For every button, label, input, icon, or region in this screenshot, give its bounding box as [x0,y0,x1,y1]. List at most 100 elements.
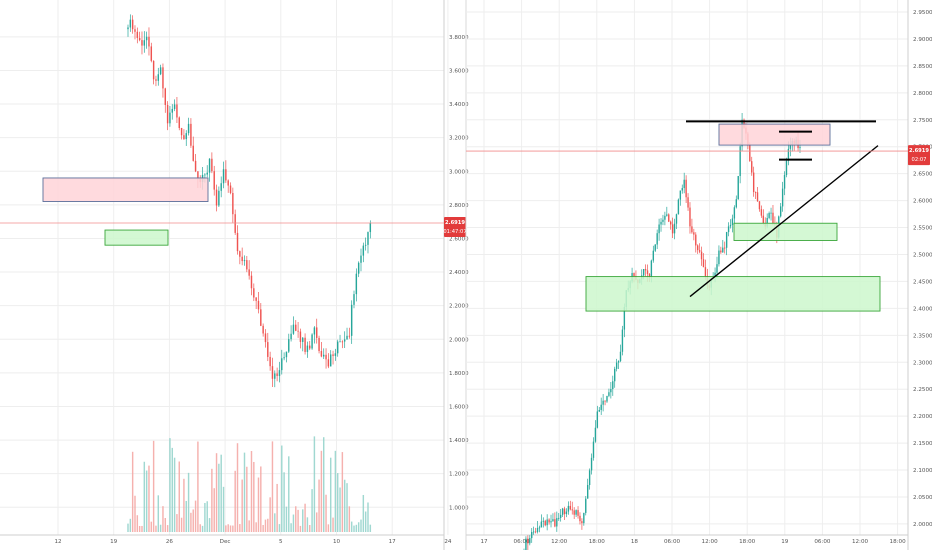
volume-bar [213,488,214,532]
candle-up [360,256,361,263]
candle-up [726,232,727,248]
candle-up [283,357,284,358]
volume-bar [162,506,163,532]
candle-down [755,192,756,193]
candle-down [176,104,177,117]
volume-bar [370,525,371,532]
candle-up [682,188,683,190]
resistance-zone [43,178,208,202]
candle-down [297,331,298,332]
candle-up [186,133,187,139]
volume-bar [216,453,217,532]
candle-up [541,522,542,528]
x-tick-label: Dec [220,539,231,545]
candle-up [595,428,596,442]
candle-down [772,213,773,224]
resistance-zone [719,124,830,145]
candle-up [529,538,530,543]
y-tick-label: 2.5500 [913,226,932,232]
candle-up [790,145,791,149]
volume-bar [307,517,308,532]
x-tick-label: 17 [480,539,488,545]
volume-bar [290,523,291,532]
candle-up [614,369,615,381]
candle-down [670,222,671,225]
volume-bar [272,441,273,532]
candle-down [241,257,242,261]
volume-bar [151,522,152,532]
candle-up [286,352,287,358]
x-tick-label: 12:00 [852,539,869,545]
candle-up [593,442,594,458]
volume-bar [190,513,191,532]
candle-down [577,510,578,516]
candle-down [325,355,326,360]
candle-down [258,301,259,309]
candle-up [127,27,128,29]
volume-bar [325,495,326,532]
y-tick-label: 2.4500 [913,279,932,285]
candle-up [218,191,219,206]
volume-bar [144,462,145,532]
candle-down [141,40,142,46]
candle-up [680,191,681,200]
candle-down [179,117,180,128]
candle-down [211,159,212,171]
candle-down [685,180,686,198]
candle-up [784,175,785,189]
candle-up [174,104,175,108]
last-price-value: 2.6919 [909,148,929,154]
candle-up [290,334,291,339]
candle-down [554,519,555,526]
candle-down [693,232,694,234]
candle-up [556,518,557,526]
y-tick-label: 2.6000 [913,199,932,205]
candle-up [323,355,324,357]
candle-up [643,269,644,275]
volume-bar [314,436,315,532]
y-tick-label: 2.7500 [913,118,932,124]
candle-up [610,389,611,392]
volume-bar [353,526,354,532]
candle-up [370,223,371,232]
candle-down [155,79,156,80]
volume-bar [186,501,187,532]
candle-down [253,288,254,297]
candle-down [691,226,692,232]
x-tick-label: 17 [389,539,397,545]
candle-up [206,173,207,175]
x-tick-label: 06:00 [814,539,831,545]
volume-bar [260,466,261,532]
volume-bar [174,458,175,532]
candle-up [583,513,584,523]
volume-bar [253,462,254,532]
candle-up [585,499,586,513]
volume-bar [132,452,133,532]
candle-up [188,124,189,133]
candle-up [599,410,600,412]
candle-down [309,346,310,349]
candle-up [539,527,540,528]
candle-up [346,336,347,340]
y-tick-label: 2.1500 [913,441,932,447]
volume-bar [202,526,203,532]
volume-bar [335,451,336,532]
volume-bar [279,524,280,532]
volume-bar [148,466,149,532]
candle-up [337,342,338,354]
candle-up [730,225,731,226]
candle-down [255,297,256,300]
volume-bar [262,525,263,532]
candle-down [239,251,240,257]
candle-up [158,74,159,81]
volume-bar [234,471,235,532]
candle-up [736,199,737,207]
candle-up [311,334,312,348]
volume-bar [188,473,189,532]
volume-bar [206,501,207,532]
volume-bar [332,518,333,532]
volume-bar [344,480,345,532]
candle-down [162,67,163,88]
candle-down [151,46,152,60]
volume-bar [365,512,366,532]
